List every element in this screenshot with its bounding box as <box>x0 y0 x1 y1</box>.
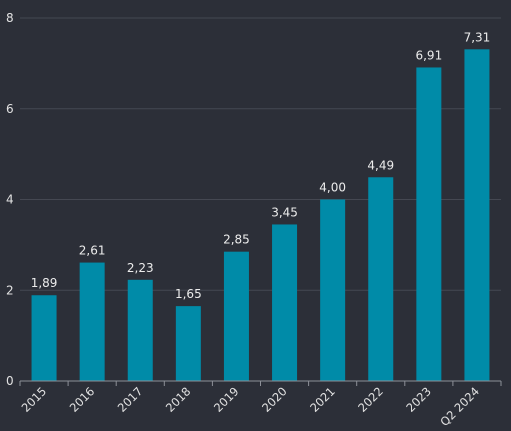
data-label: 4,00 <box>319 181 346 195</box>
bar-q2-2024 <box>464 49 490 382</box>
bar-2018 <box>175 306 201 381</box>
x-axis: 2015 2016 2017 2018 2019 2020 2021 2022 2023 Q2 2… <box>19 380 502 429</box>
x-tick-label: 2016 <box>67 384 98 415</box>
x-tick-label: 2015 <box>19 384 50 415</box>
y-tick-label: 6 <box>6 102 14 116</box>
bar-2016 <box>79 262 105 381</box>
data-label: 2,85 <box>223 233 250 247</box>
data-label: 2,61 <box>79 244 106 258</box>
bar-2015 <box>31 295 57 381</box>
x-tick-label: 2018 <box>163 384 194 415</box>
x-tick-label: Q2 2024 <box>437 384 482 429</box>
x-tick-label: 2023 <box>403 384 434 415</box>
data-label: 4,49 <box>367 158 394 172</box>
data-label: 1,65 <box>175 287 202 301</box>
bar-2021 <box>320 199 346 381</box>
y-axis: 0 2 4 6 8 <box>6 11 14 388</box>
data-label: 3,45 <box>271 205 298 219</box>
x-tick-label: 2021 <box>307 384 338 415</box>
bar-2022 <box>368 177 394 381</box>
bar-2023 <box>416 67 442 382</box>
y-tick-label: 2 <box>6 283 14 297</box>
x-tick-label: 2017 <box>115 384 146 415</box>
data-label: 2,23 <box>127 261 154 275</box>
data-label: 7,31 <box>464 30 491 44</box>
x-tick-label: 2019 <box>211 384 242 415</box>
bar-2019 <box>223 251 249 381</box>
bar-2020 <box>272 224 298 381</box>
bar-2017 <box>127 279 153 381</box>
data-labels: 1,89 2,61 2,23 1,65 2,85 3,45 4,00 4,49 6,91 7,31 <box>31 30 491 301</box>
x-tick-label: 2022 <box>355 384 386 415</box>
y-tick-label: 0 <box>6 374 14 388</box>
x-tick-label: 2020 <box>259 384 290 415</box>
bars <box>31 49 490 382</box>
data-label: 6,91 <box>415 48 442 62</box>
data-label: 1,89 <box>31 276 58 290</box>
y-tick-label: 4 <box>6 193 14 207</box>
y-tick-label: 8 <box>6 11 14 25</box>
